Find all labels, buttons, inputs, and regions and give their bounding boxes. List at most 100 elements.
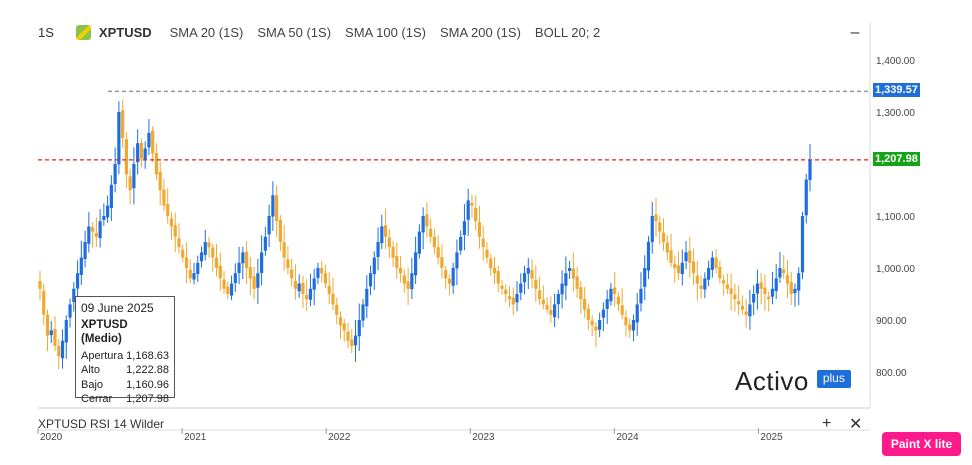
candle-body xyxy=(335,304,339,315)
candle-body xyxy=(718,267,722,279)
candle-body xyxy=(800,216,805,273)
candle-body xyxy=(609,288,613,302)
candle-body xyxy=(237,262,241,273)
candle-body xyxy=(710,257,714,270)
candle-body xyxy=(256,273,260,288)
timeframe-label[interactable]: 1S xyxy=(38,24,54,40)
candle-body xyxy=(402,275,406,284)
candle-body xyxy=(229,283,234,296)
tooltip-title: XPTUSD (Medio) xyxy=(81,318,128,346)
candle-body xyxy=(275,195,279,222)
paint-x-lite-badge[interactable]: Paint X lite xyxy=(882,432,961,456)
candle-body xyxy=(241,252,245,264)
chart-header: 1S XPTUSD SMA 20 (1S) SMA 50 (1S) SMA 10… xyxy=(38,22,606,42)
candle-body xyxy=(410,273,414,290)
candle-body xyxy=(605,299,609,309)
candle-body xyxy=(782,269,786,274)
candle-body xyxy=(263,236,267,251)
candle-body xyxy=(305,295,309,300)
candle-body xyxy=(432,236,436,248)
indicator-sma-20[interactable]: SMA 20 (1S) xyxy=(169,24,244,40)
minimize-button[interactable]: – xyxy=(850,24,860,41)
indicator-sma-200[interactable]: SMA 200 (1S) xyxy=(439,24,521,40)
candle-body xyxy=(207,242,211,248)
candle-body xyxy=(162,189,166,206)
candle-body xyxy=(143,148,147,160)
candle-body xyxy=(759,282,763,289)
candle-body xyxy=(793,288,797,294)
candle-body xyxy=(136,143,140,163)
candle-body xyxy=(537,290,542,300)
candle-body xyxy=(748,304,752,317)
candle-body xyxy=(549,309,553,315)
candle-body xyxy=(267,216,271,235)
candle-body xyxy=(774,278,778,292)
candle-body xyxy=(327,285,331,294)
candle-body xyxy=(214,257,219,268)
candle-body xyxy=(477,222,482,237)
candle-body xyxy=(312,278,316,290)
candle-body xyxy=(530,270,534,279)
candle-body xyxy=(688,250,692,263)
candle-body xyxy=(650,216,654,242)
candle-body xyxy=(496,270,500,284)
candle-body xyxy=(481,238,485,248)
candle-body xyxy=(628,324,632,331)
candle-body xyxy=(556,294,560,305)
candle-body xyxy=(695,275,699,284)
candle-body xyxy=(68,304,72,318)
candle-body xyxy=(320,268,324,274)
candle-body xyxy=(706,268,711,280)
candle-body xyxy=(94,232,98,237)
indicator-sma-100[interactable]: SMA 100 (1S) xyxy=(345,24,426,40)
candle-body xyxy=(590,320,594,326)
symbol-label[interactable]: XPTUSD xyxy=(98,24,152,40)
candle-body xyxy=(568,268,572,271)
watermark-brand: Activo xyxy=(735,366,809,396)
indicator-sma-50[interactable]: SMA 50 (1S) xyxy=(257,24,332,40)
candle-body xyxy=(338,317,343,326)
candle-body xyxy=(492,268,497,274)
candle-body xyxy=(511,297,515,305)
candle-body xyxy=(331,293,335,305)
candle-body xyxy=(211,247,215,258)
candle-body xyxy=(733,294,737,300)
candle-body xyxy=(226,286,230,294)
candle-body xyxy=(429,228,433,237)
candle-body xyxy=(767,296,771,300)
candle-body xyxy=(192,273,196,280)
last-price-tag: 1,207.98 xyxy=(873,151,920,166)
y-tick-label: 1,400.00 xyxy=(876,56,915,67)
x-tick-label: 2020 xyxy=(40,432,63,443)
candle-body xyxy=(323,273,328,284)
candle-body xyxy=(297,283,301,292)
candle-body xyxy=(372,257,376,275)
candle-body xyxy=(526,268,530,274)
candle-body xyxy=(522,273,527,283)
indicator-boll[interactable]: BOLL 20; 2 xyxy=(534,24,601,40)
y-tick-label: 1,100.00 xyxy=(876,212,915,223)
candle-body xyxy=(75,273,80,289)
candle-body xyxy=(598,320,602,330)
candle-body xyxy=(83,242,87,259)
add-indicator-button[interactable]: + xyxy=(822,415,832,432)
rsi-panel-label[interactable]: XPTUSD RSI 14 Wilder xyxy=(38,417,165,431)
candle-body xyxy=(147,132,151,148)
candle-body xyxy=(797,273,801,291)
candle-body xyxy=(64,320,68,343)
candle-body xyxy=(42,290,46,315)
y-tick-label: 900.00 xyxy=(876,316,907,327)
candle-body xyxy=(462,221,467,236)
candle-body xyxy=(616,296,621,305)
close-panel-button[interactable]: ✕ xyxy=(849,416,863,433)
candle-body xyxy=(196,262,200,274)
candle-body xyxy=(128,176,132,190)
candle-body xyxy=(316,268,320,279)
candle-body xyxy=(455,252,459,269)
candle-body xyxy=(181,249,185,258)
candle-body xyxy=(425,214,429,227)
candle-body xyxy=(661,232,666,242)
candle-body xyxy=(248,267,252,279)
candle-body xyxy=(293,280,298,289)
